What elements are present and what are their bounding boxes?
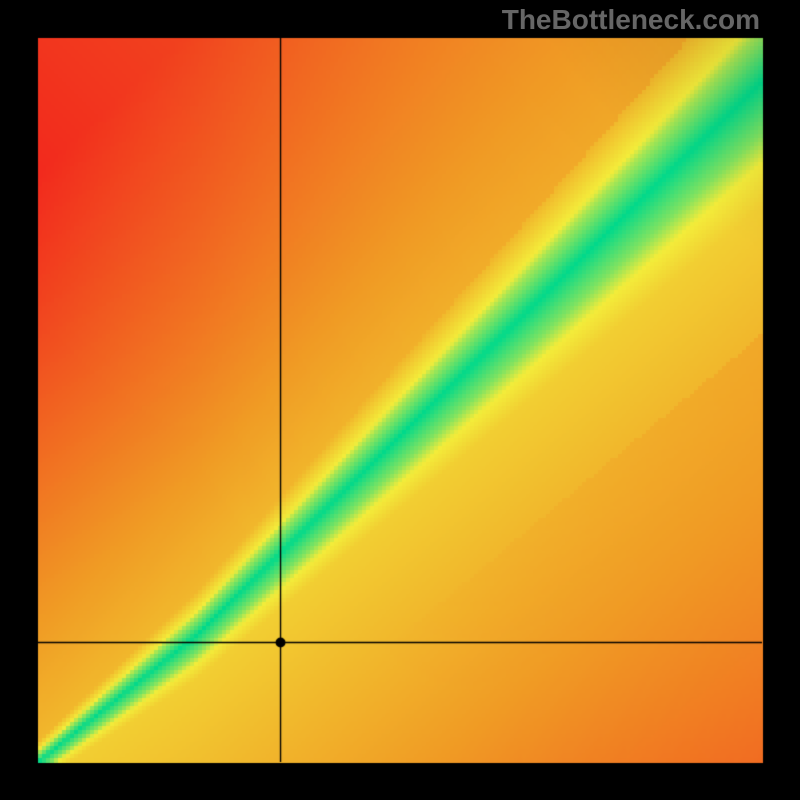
chart-container: TheBottleneck.com — [0, 0, 800, 800]
bottleneck-heatmap — [0, 0, 800, 800]
watermark-text: TheBottleneck.com — [502, 4, 760, 36]
